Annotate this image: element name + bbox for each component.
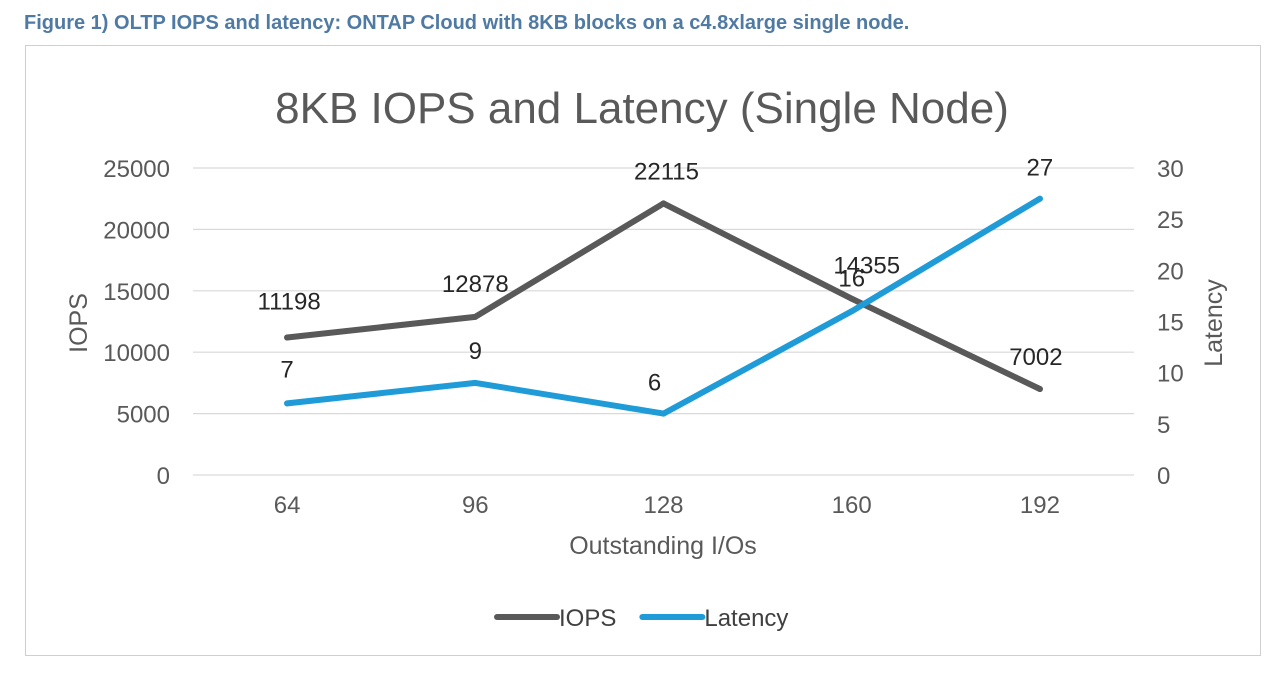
y-tick-label: 10000: [103, 340, 170, 367]
data-label: 6: [648, 370, 661, 397]
data-labels: 11198 12878 22115 14355 7002 7 9 6 16 27: [258, 155, 1063, 397]
y2-axis-title: Latency: [1200, 279, 1228, 367]
figure-caption: Figure 1) OLTP IOPS and latency: ONTAP C…: [24, 12, 910, 34]
data-label: 16: [838, 265, 865, 292]
axes: 0 5000 10000 15000 20000 25000 0 5 10 15 20 25 30 64 9…: [103, 156, 1183, 519]
y-tick-label: 5000: [117, 402, 170, 429]
chart-title: 8KB IOPS and Latency (Single Node): [275, 84, 1009, 133]
data-point: [284, 334, 291, 341]
y-tick-label: 15000: [103, 279, 170, 306]
data-label: 14355: [833, 253, 900, 280]
legend-label-iops: IOPS: [559, 605, 616, 632]
data-point: [472, 379, 479, 386]
y2-tick-label: 5: [1157, 412, 1170, 439]
y2-tick-label: 0: [1157, 463, 1170, 490]
legend: IOPS Latency: [494, 605, 788, 632]
series-line-iops: [284, 200, 1043, 393]
data-point: [284, 400, 291, 407]
y2-tick-label: 10: [1157, 361, 1184, 388]
y2-tick-label: 15: [1157, 310, 1184, 337]
data-point: [1036, 195, 1043, 202]
series-line-latency: [284, 195, 1043, 417]
data-label: 9: [469, 338, 482, 365]
series: [284, 195, 1043, 417]
y-tick-label: 0: [157, 463, 170, 490]
data-label: 7002: [1009, 344, 1062, 371]
y-tick-label: 20000: [103, 217, 170, 244]
data-label: 27: [1027, 155, 1054, 182]
y2-tick-label: 30: [1157, 156, 1184, 183]
y-tick-label: 25000: [103, 156, 170, 183]
x-tick-label: 96: [462, 492, 489, 519]
x-tick-label: 64: [274, 492, 301, 519]
data-point: [848, 308, 855, 315]
data-point: [1036, 386, 1043, 393]
data-point: [472, 313, 479, 320]
data-point: [660, 200, 667, 207]
data-label: 12878: [442, 271, 509, 298]
x-tick-label: 192: [1020, 492, 1060, 519]
data-label: 11198: [258, 288, 321, 315]
data-label: 7: [280, 356, 293, 383]
y2-tick-label: 25: [1157, 207, 1184, 234]
data-label: 22115: [634, 158, 699, 185]
data-point: [848, 295, 855, 302]
x-axis-title: Outstanding I/Os: [569, 532, 757, 560]
gridlines: [193, 167, 1134, 476]
y2-tick-label: 20: [1157, 258, 1184, 285]
x-tick-label: 160: [832, 492, 872, 519]
x-tick-label: 128: [643, 492, 683, 519]
y-axis-title: IOPS: [65, 293, 93, 353]
data-point: [660, 410, 667, 417]
legend-label-latency: Latency: [704, 605, 788, 632]
chart-frame: [25, 45, 1261, 656]
